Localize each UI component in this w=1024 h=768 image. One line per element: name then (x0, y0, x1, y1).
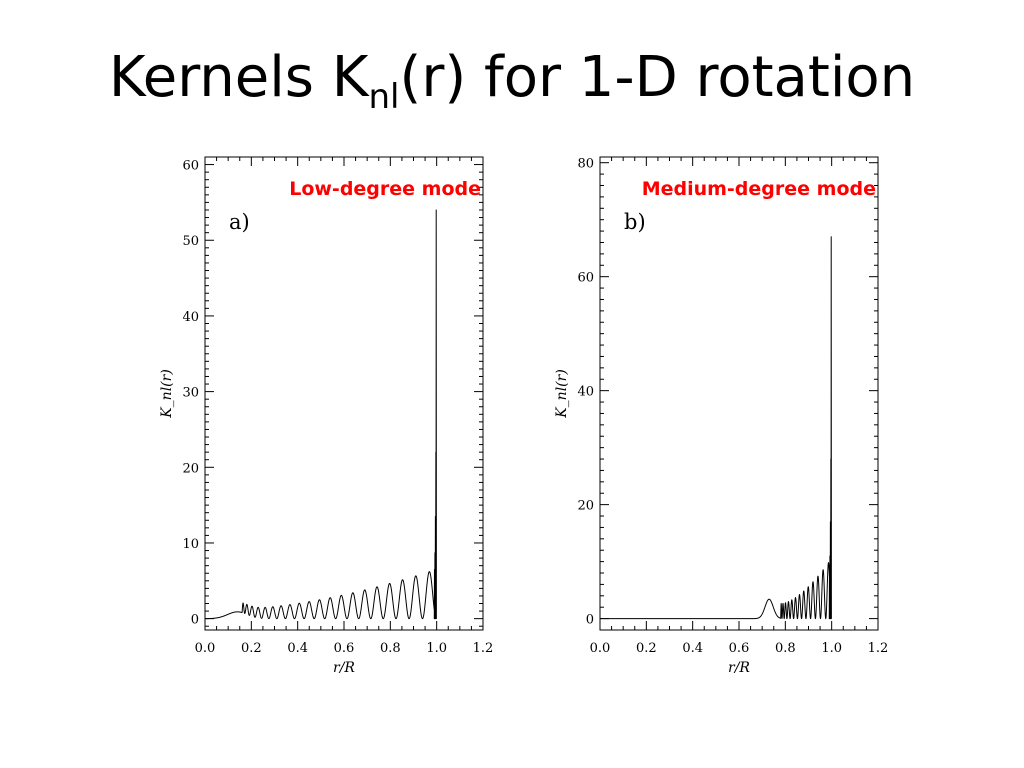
annotation-label: Medium-degree mode (642, 178, 876, 200)
x-tick-label: 0.2 (241, 641, 262, 656)
y-tick-label: 20 (182, 461, 199, 476)
x-tick-label: 0.0 (195, 641, 216, 656)
kernel-curve (599, 236, 832, 620)
x-axis-label: r/R (728, 660, 750, 676)
y-tick-label: 30 (182, 386, 199, 401)
y-tick-label: 60 (577, 271, 594, 286)
y-tick-label: 40 (577, 385, 594, 400)
x-axis-label: r/R (333, 660, 355, 676)
title-main: Kernels K (108, 45, 369, 110)
y-axis-label: K_nl(r) (159, 369, 175, 419)
panel-label: b) (624, 210, 646, 234)
x-tick-label: 0.6 (729, 641, 750, 656)
title-subscript: nl (368, 77, 400, 117)
x-tick-label: 0.4 (682, 641, 703, 656)
x-tick-label: 0.8 (775, 641, 796, 656)
y-tick-label: 0 (586, 613, 594, 628)
x-tick-label: 0.4 (287, 641, 308, 656)
y-tick-label: 10 (182, 537, 199, 552)
x-tick-label: 0.8 (380, 641, 401, 656)
kernel-chart-medium-degree: 0.0 0.2 0.4 0.6 0.8 1.0 1.2 0 20 40 60 80 r/R K_nl(r)… (554, 156, 889, 676)
x-tick-label: 0.2 (636, 641, 657, 656)
y-tick-label: 80 (577, 157, 594, 172)
title-rest: (r) for 1-D rotation (399, 45, 916, 110)
x-tick-label: 0.6 (334, 641, 355, 656)
y-tick-label: 60 (182, 159, 199, 174)
y-axis-label: K_nl(r) (554, 369, 570, 419)
x-tick-label: 1.0 (821, 641, 842, 656)
y-tick-label: 0 (191, 613, 199, 628)
x-tick-label: 1.2 (473, 641, 494, 656)
kernel-curve (204, 209, 437, 620)
y-tick-label: 50 (182, 234, 199, 249)
kernel-chart-low-degree: 0.0 0.2 0.4 0.6 0.8 1.0 1.2 0 10 20 30 40 50 60 r/R K_n… (159, 156, 494, 676)
slide-title: Kernels Knl(r) for 1-D rotation (0, 44, 1024, 114)
y-tick-label: 40 (182, 310, 199, 325)
x-tick-label: 0.0 (590, 641, 611, 656)
y-tick-label: 20 (577, 499, 594, 514)
x-tick-label: 1.2 (868, 641, 889, 656)
annotation-label: Low-degree mode (289, 178, 481, 200)
x-tick-label: 1.0 (426, 641, 447, 656)
panel-label: a) (229, 210, 250, 234)
